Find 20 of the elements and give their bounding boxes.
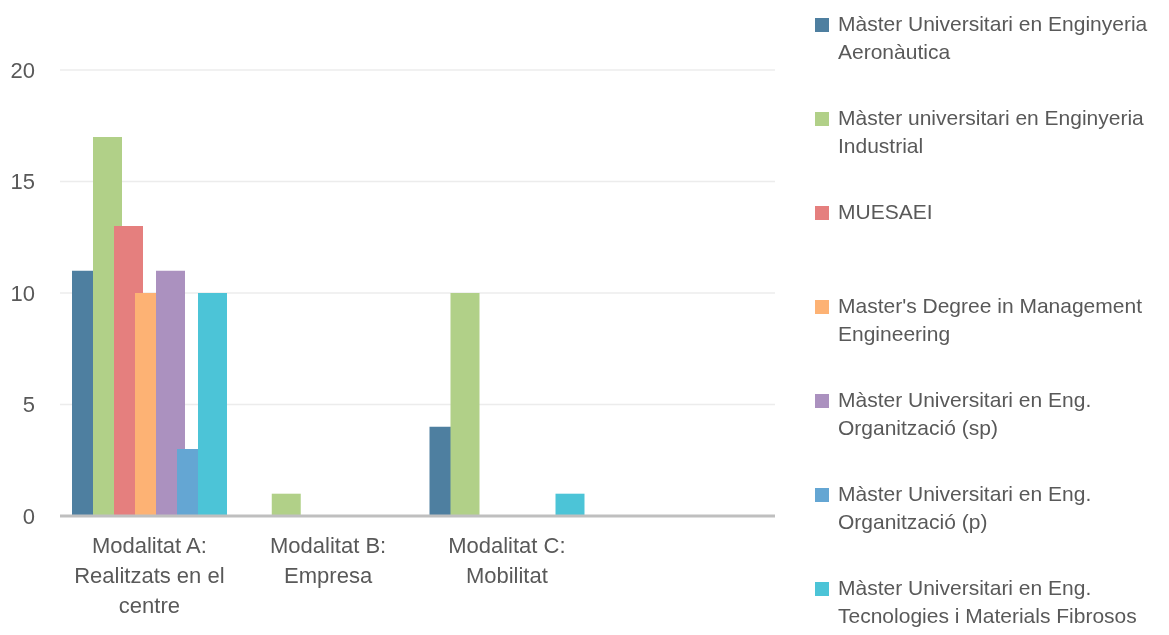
bar bbox=[198, 293, 227, 516]
legend-label: MUESAEI bbox=[838, 200, 933, 223]
legend-label: Màster Universitari en Eng. Organització (p) bbox=[838, 482, 1092, 533]
legend-label: Màster Universitari en Eng. Organització (sp) bbox=[838, 388, 1092, 439]
x-tick-label: Modalitat B: Empresa bbox=[270, 533, 387, 588]
x-tick-label: Modalitat C: Mobilitat bbox=[448, 533, 566, 588]
bar bbox=[271, 493, 301, 516]
bar bbox=[555, 493, 585, 516]
x-tick-label: Modalitat A: Realitzats en el centre bbox=[74, 533, 225, 618]
legend-label: Màster Universitari en Eng. Tecnologies i Materials Fibrosos bbox=[838, 576, 1137, 627]
legend-label: Màster Universitari en Enginyeria Aeronàutica bbox=[838, 12, 1148, 63]
y-tick-label: 0 bbox=[22, 503, 35, 529]
legend-label: Master's Degree in Management Engineering bbox=[838, 294, 1142, 345]
y-tick-label: 5 bbox=[22, 392, 35, 418]
y-tick-label: 15 bbox=[10, 169, 35, 195]
bar bbox=[156, 270, 185, 516]
legend-label: Màster universitari en Enginyeria Industrial bbox=[838, 106, 1144, 157]
bar bbox=[450, 293, 480, 516]
y-tick-label: 10 bbox=[10, 280, 35, 306]
y-tick-label: 20 bbox=[10, 57, 35, 83]
